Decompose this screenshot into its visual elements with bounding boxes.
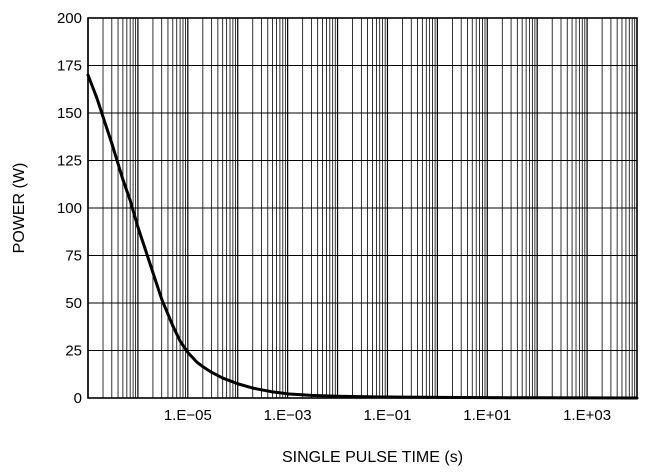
- y-tick-label: 100: [57, 200, 82, 217]
- x-tick-label: 1.E−03: [264, 407, 312, 424]
- x-tick-label: 1.E−01: [363, 407, 411, 424]
- x-axis-label: SINGLE PULSE TIME (s): [282, 449, 463, 466]
- tick-labels: 0 25 50 75 100 125 150 175 200 1.E−05 1.E−03 1.E−01…: [57, 10, 611, 424]
- x-tick-label: 1.E−05: [164, 407, 212, 424]
- y-tick-label: 150: [57, 105, 82, 122]
- y-tick-label: 25: [65, 343, 82, 360]
- y-axis-label: POWER (W): [11, 163, 28, 254]
- y-tick-label: 75: [65, 248, 82, 265]
- y-tick-label: 0: [74, 390, 82, 407]
- y-tick-label: 50: [65, 295, 82, 312]
- y-tick-label: 175: [57, 58, 82, 75]
- y-tick-label: 200: [57, 10, 82, 27]
- grid-lines: [87, 17, 637, 399]
- x-tick-label: 1.E+03: [563, 407, 611, 424]
- x-tick-label: 1.E+01: [463, 407, 511, 424]
- series-line: [86, 73, 639, 400]
- y-tick-label: 125: [57, 153, 82, 170]
